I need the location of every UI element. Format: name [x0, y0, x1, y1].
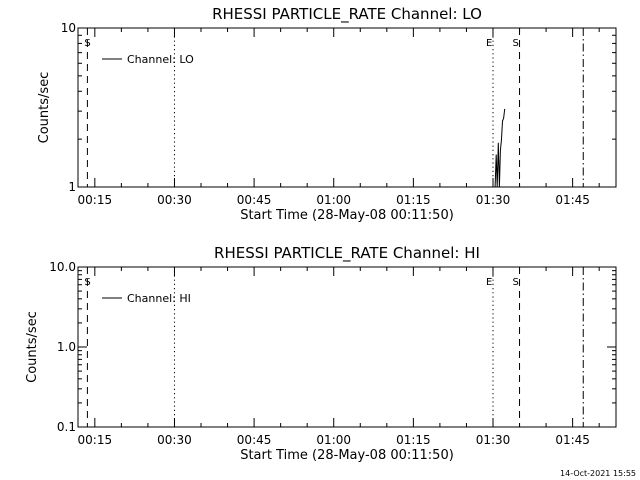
x-axis-label: Start Time (28-May-08 00:11:50): [240, 448, 454, 463]
x-tick-label: 01:00: [316, 433, 351, 447]
plot-frame: [77, 27, 617, 188]
x-tick-label: 00:30: [157, 433, 192, 447]
marker-label: E: [486, 277, 492, 288]
chart-title: RHESSI PARTICLE_RATE Channel: HI: [214, 244, 480, 263]
marker-label: S: [513, 277, 519, 288]
y-tick-label: 10.0: [49, 260, 76, 274]
plot-timestamp: 14-Oct-2021 15:55: [560, 469, 636, 478]
y-axis-label: Counts/sec: [25, 311, 40, 383]
series-line-channel: [494, 108, 506, 188]
chart-panel-2: RHESSI PARTICLE_RATE Channel: HI 00:15 00:…: [25, 244, 617, 463]
x-tick-label: 01:45: [555, 433, 590, 447]
y-tick-label: 10: [61, 21, 76, 35]
x-tick-label: 01:45: [555, 193, 590, 207]
y-tick-label: 1: [68, 180, 76, 194]
x-tick-label: 00:15: [78, 193, 113, 207]
marker-label: S: [513, 38, 519, 49]
legend-label: Channel: HI: [127, 292, 191, 305]
x-tick-label: 01:30: [476, 193, 511, 207]
legend-label: Channel: LO: [127, 53, 194, 66]
x-axis-label: Start Time (28-May-08 00:11:50): [240, 208, 454, 223]
plot-frame: [77, 266, 617, 428]
marker-label: S: [84, 38, 90, 49]
marker-label: S: [84, 277, 90, 288]
x-tick-label: 00:45: [237, 193, 272, 207]
x-tick-label: 01:30: [476, 433, 511, 447]
chart-title: RHESSI PARTICLE_RATE Channel: LO: [212, 5, 482, 24]
x-tick-label: 01:15: [396, 433, 431, 447]
x-tick-label: 01:15: [396, 193, 431, 207]
x-tick-label: 00:30: [157, 193, 192, 207]
x-tick-label: 00:15: [78, 433, 113, 447]
x-tick-label: 01:00: [316, 193, 351, 207]
y-tick-label: 1.0: [57, 340, 76, 354]
marker-label: E: [486, 38, 492, 49]
y-axis-label: Counts/sec: [37, 72, 52, 144]
x-tick-label: 00:45: [237, 433, 272, 447]
chart-panel-1: RHESSI PARTICLE_RATE Channel: LO 00:15 00:…: [37, 5, 617, 223]
y-tick-label: 0.1: [57, 420, 76, 434]
